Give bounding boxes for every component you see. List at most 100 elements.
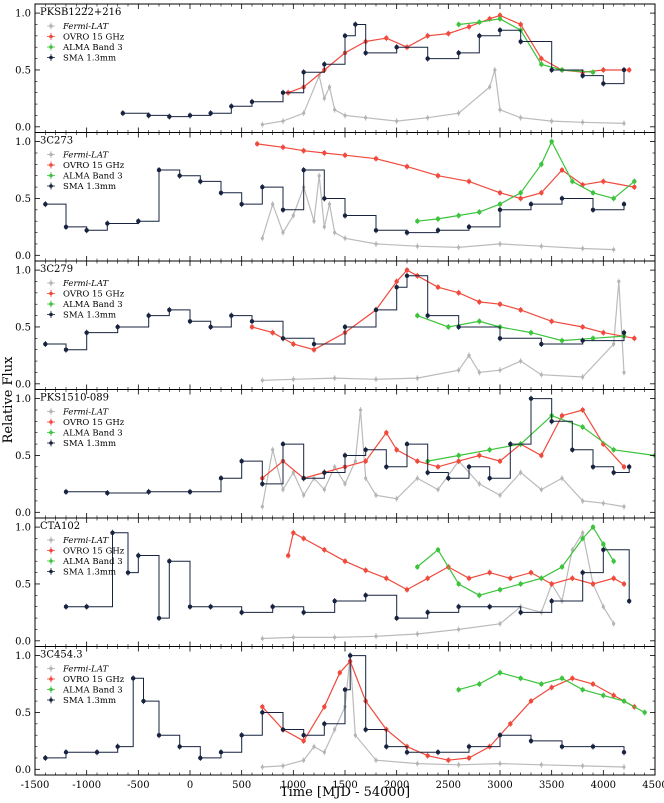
data-point-sma [301,69,306,76]
y-tick-label: 0.0 [15,636,31,647]
data-point-sma [518,609,523,616]
x-tick-label: 500 [232,780,251,791]
data-point-sma [63,603,69,610]
data-point-ovro [342,152,348,159]
legend-label: Fermi-LAT [62,22,109,32]
data-point-fermi [374,240,378,247]
data-point-fermi [415,243,419,250]
data-point-alma [539,61,544,68]
data-point-fermi [395,495,399,502]
legend-label: ALMA Band 3 [62,429,123,439]
data-point-sma [239,732,244,739]
legend-item-sma: SMA 1.3mm [47,568,116,578]
data-point-ovro [425,575,430,582]
data-point-sma [425,609,430,616]
data-point-ovro [404,267,410,274]
legend-item-ovro: OVRO 15 GHz [47,418,125,428]
data-point-sma [404,441,410,448]
legend-label: Fermi-LAT [62,279,109,289]
legend-label: ALMA Band 3 [62,43,123,53]
data-point-alma [528,329,534,336]
data-point-alma [611,195,616,202]
data-point-sma [63,223,69,230]
data-point-sma [84,227,89,234]
y-tick-label: 0.5 [15,65,31,76]
data-point-sma [549,418,554,425]
legend-label: ALMA Band 3 [62,557,123,567]
y-tick-label: 0.5 [15,451,31,462]
series-line-fermi [261,175,614,251]
data-point-sma [477,32,482,39]
data-point-alma [621,698,627,705]
data-point-sma [311,341,317,348]
data-point-sma [601,80,606,87]
data-point-sma [280,441,286,448]
data-point-fermi [550,118,554,125]
data-point-fermi [364,475,368,482]
data-point-alma [580,535,585,542]
data-point-alma [415,312,420,319]
y-tick-label: 1.0 [15,137,31,148]
data-point-ovro [497,458,503,465]
data-point-fermi [457,367,461,374]
data-point-alma [539,575,544,582]
data-point-ovro [570,575,575,582]
data-point-ovro [456,289,461,296]
legend-label: SMA 1.3mm [63,311,116,321]
legend-item-ovro: OVRO 15 GHz [47,290,125,300]
data-point-ovro [425,752,430,759]
data-point-sma [487,603,492,610]
data-point-sma [270,603,275,610]
data-point-fermi [493,66,497,73]
data-point-fermi [291,212,295,219]
data-point-sma [601,546,606,553]
data-point-sma [249,318,255,325]
data-point-ovro [404,163,410,170]
data-point-ovro [580,323,585,330]
data-point-ovro [249,323,255,330]
data-point-ovro [466,575,472,582]
data-point-sma [280,335,286,342]
series-line-sma [66,398,630,494]
data-point-sma [626,598,632,605]
data-point-fermi [343,480,347,487]
x-tick-label: 4500 [642,780,664,791]
legend-item-fermi: Fermi-LAT [47,151,109,161]
data-point-ovro [508,720,513,727]
data-point-ovro [539,452,544,459]
data-point-sma [249,98,255,105]
data-point-ovro [384,35,389,42]
data-point-sma [130,675,136,682]
data-point-fermi [343,112,347,119]
data-point-sma [239,201,244,208]
y-tick-label: 0.0 [15,765,31,776]
data-point-fermi [519,358,523,365]
legend-item-alma: ALMA Band 3 [47,300,123,310]
legend-label: SMA 1.3mm [63,568,116,578]
y-tick-label: 0.0 [15,122,31,133]
data-point-sma [373,306,379,313]
data-point-fermi [374,492,378,499]
x-tick-label: 1500 [332,780,357,791]
data-point-ovro [497,301,503,308]
data-point-alma [435,215,441,222]
data-point-sma [497,206,503,213]
legend-label: Fermi-LAT [62,665,109,675]
series-line-ovro [251,269,635,351]
data-point-sma [229,103,234,110]
panel-plot-area [120,12,632,128]
data-point-ovro [435,172,441,179]
data-point-sma [559,195,565,202]
data-point-ovro [337,669,343,676]
data-point-sma [167,558,172,565]
data-point-fermi [395,118,399,125]
data-point-alma [642,709,647,716]
legend-label: ALMA Band 3 [62,686,123,696]
data-point-fermi [317,172,321,179]
legend-item-alma: ALMA Band 3 [47,43,123,53]
data-point-ovro [549,580,554,587]
series-line-alma [417,140,635,222]
